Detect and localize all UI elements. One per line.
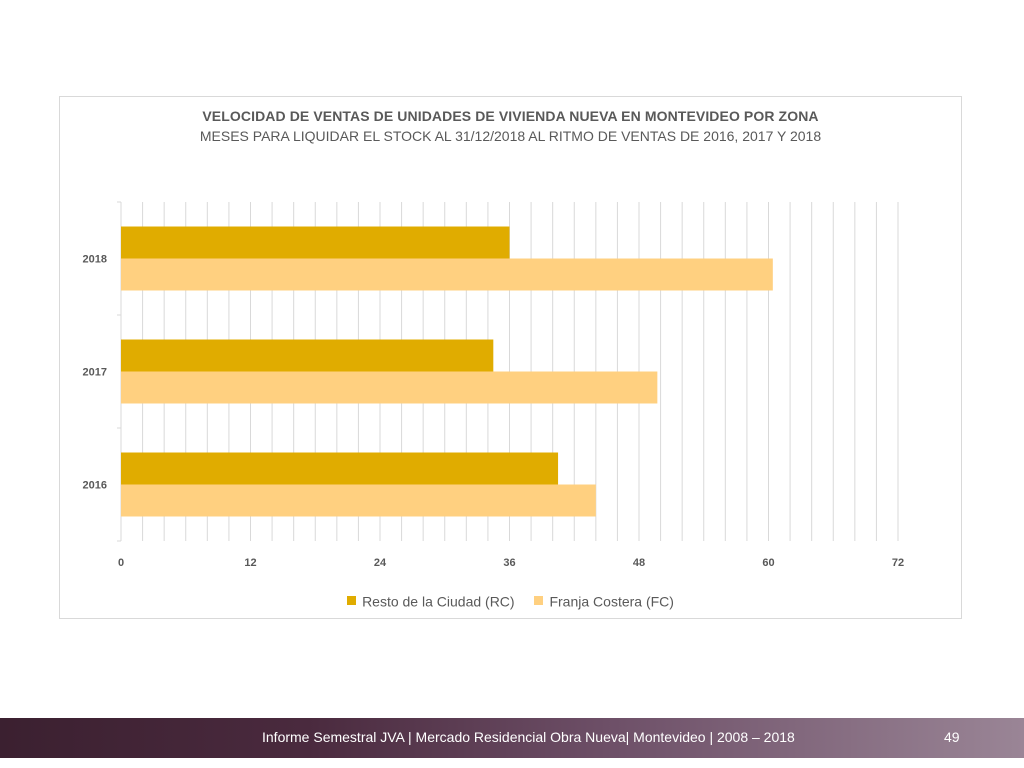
bar-rc-2018 <box>121 226 510 259</box>
legend-label-fc: Franja Costera (FC) <box>549 592 674 609</box>
footer-bar: Informe Semestral JVA | Mercado Residenc… <box>0 718 1024 758</box>
bar-fc-2017 <box>121 371 658 404</box>
x-tick-label: 48 <box>633 557 645 569</box>
chart-legend: Resto de la Ciudad (RC) Franja Costera (… <box>60 591 961 609</box>
legend-label-rc: Resto de la Ciudad (RC) <box>362 592 515 609</box>
chart-subtitle: MESES PARA LIQUIDAR EL STOCK AL 31/12/20… <box>199 128 822 144</box>
bar-fc-2018 <box>121 258 773 291</box>
bar-rc-2017 <box>121 339 494 372</box>
x-tick-label: 24 <box>374 557 387 569</box>
chart-title: VELOCIDAD DE VENTAS DE UNIDADES DE VIVIE… <box>202 108 819 124</box>
category-label-2018: 2018 <box>83 254 107 266</box>
legend-swatch-fc <box>534 596 544 606</box>
x-tick-label: 0 <box>118 557 124 569</box>
x-tick-label: 36 <box>503 557 515 569</box>
x-tick-label: 12 <box>244 557 256 569</box>
x-tick-label: 60 <box>762 557 774 569</box>
legend-item-fc: Franja Costera (FC) <box>534 592 674 609</box>
legend-swatch-rc <box>347 596 357 606</box>
bar-rc-2016 <box>121 452 559 485</box>
bar-chart-plot: 2016 2017 2018 0 12 24 36 48 60 72 <box>83 201 904 569</box>
legend-item-rc: Resto de la Ciudad (RC) <box>347 592 515 609</box>
chart-container: VELOCIDAD DE VENTAS DE UNIDADES DE VIVIE… <box>59 96 962 619</box>
footer-text: Informe Semestral JVA | Mercado Residenc… <box>262 729 795 745</box>
category-label-2016: 2016 <box>83 480 107 492</box>
page-number: 49 <box>944 729 960 745</box>
x-tick-label: 72 <box>892 557 904 569</box>
category-label-2017: 2017 <box>83 367 107 379</box>
bar-fc-2016 <box>121 484 596 517</box>
